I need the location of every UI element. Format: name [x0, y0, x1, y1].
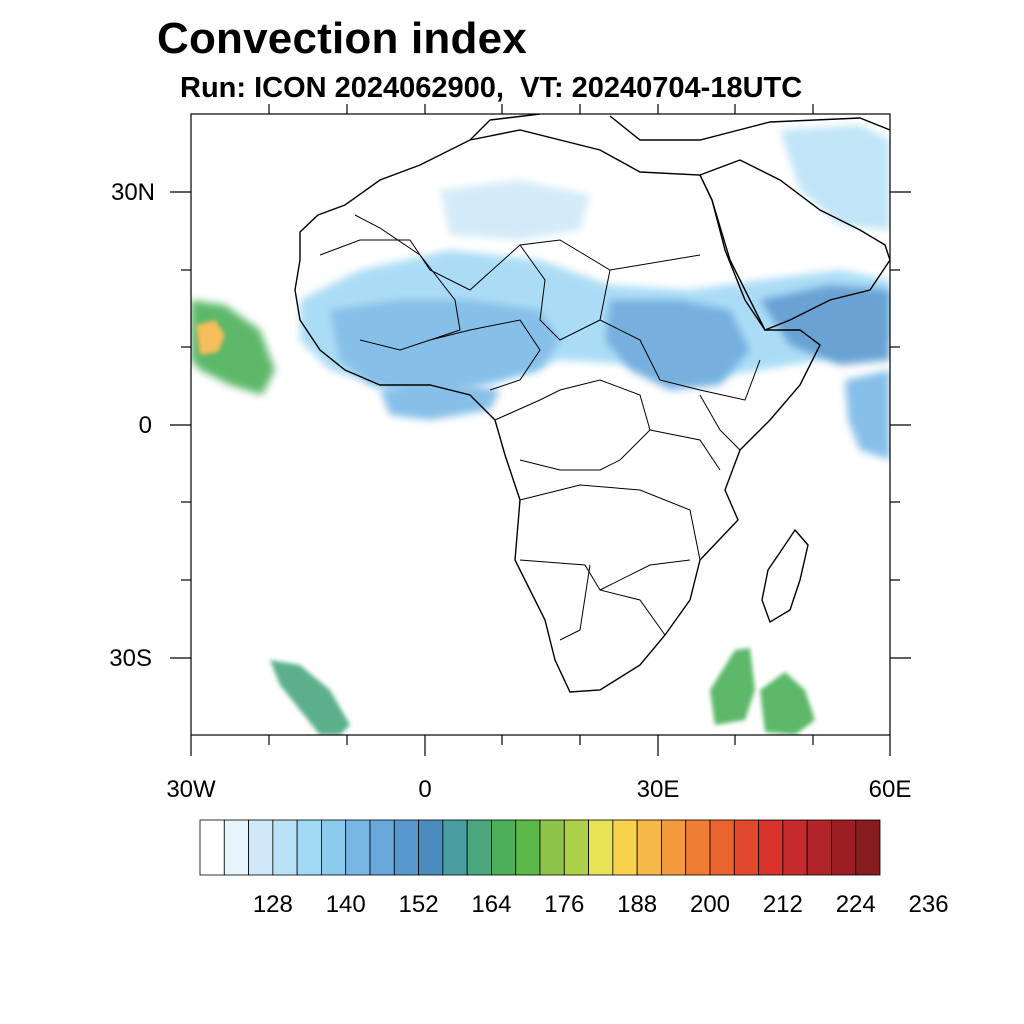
- colorbar-swatch: [223, 819, 249, 876]
- colorbar-tick-label: 140: [326, 891, 366, 918]
- colorbar-swatch: [466, 819, 492, 876]
- colorbar-swatch: [685, 819, 711, 876]
- colorbar-swatch: [661, 819, 687, 876]
- colorbar-tick-label: 128: [253, 891, 293, 918]
- colorbar-swatch: [806, 819, 832, 876]
- colorbar-swatch: [369, 819, 395, 876]
- region-west-africa: [330, 300, 560, 395]
- convection-field: [191, 125, 890, 735]
- country-borders: [319, 214, 761, 641]
- region-algeria: [440, 180, 590, 240]
- colorbar-tick-label: 164: [471, 891, 511, 918]
- colorbar-swatch: [588, 819, 614, 876]
- colorbar-tick-label: 200: [690, 891, 730, 918]
- region-indian-ocean-south-2: [760, 672, 815, 735]
- region-south-atlantic: [270, 660, 350, 735]
- colorbar-tick-label: 212: [763, 891, 803, 918]
- lat-label-0: 0: [139, 412, 152, 439]
- colorbar-tick-label: 236: [909, 891, 949, 918]
- lon-label-30e: 30E: [637, 776, 680, 803]
- region-atlantic-core: [196, 320, 225, 355]
- colorbar-swatch: [733, 819, 759, 876]
- colorbar-swatch: [321, 819, 347, 876]
- colorbar-swatch: [782, 819, 808, 876]
- lon-label-0: 0: [418, 776, 431, 803]
- colorbar-labels: 128 140 152 164 176 188 200 212 224 236: [253, 891, 949, 918]
- arabia-coastline: [699, 159, 890, 331]
- chart-subtitle: Run: ICON 2024062900, VT: 20240704-18UTC: [180, 72, 803, 104]
- colorbar-swatch: [612, 819, 638, 876]
- region-guinea-gulf: [380, 380, 500, 420]
- colorbar-tick-label: 188: [617, 891, 657, 918]
- madagascar-coastline: [761, 528, 809, 624]
- colorbar-swatch: [442, 819, 468, 876]
- colorbar-swatch: [831, 819, 857, 876]
- colorbar-swatch: [345, 819, 371, 876]
- colorbar-swatch: [563, 819, 589, 876]
- colorbar-swatch: [491, 819, 517, 876]
- chart-title: Convection index: [157, 14, 527, 63]
- colorbar-swatch: [539, 819, 565, 876]
- europe-coastline: [469, 114, 890, 141]
- lat-label-30s: 30S: [109, 645, 152, 672]
- colorbar-swatch: [199, 819, 225, 876]
- tick-marks: [170, 104, 911, 756]
- lon-label-60e: 60E: [869, 776, 912, 803]
- region-arabian-sea: [760, 285, 890, 365]
- region-east-equatorial-ocean: [845, 370, 890, 460]
- colorbar-swatch: [393, 819, 419, 876]
- colorbar-tick-label: 224: [836, 891, 876, 918]
- lon-label-30w: 30W: [166, 776, 216, 803]
- colorbar-swatch: [248, 819, 274, 876]
- colorbar-swatch: [709, 819, 735, 876]
- region-east-africa: [605, 300, 750, 390]
- colorbar-tick-label: 176: [544, 891, 584, 918]
- colorbar-swatch: [758, 819, 784, 876]
- colorbar-tick-label: 152: [399, 891, 439, 918]
- lat-label-30n: 30N: [111, 179, 155, 206]
- region-indian-ocean-south-1: [710, 648, 755, 725]
- colorbar-swatch: [272, 819, 298, 876]
- colorbar-swatch: [855, 819, 881, 876]
- region-levant: [780, 125, 890, 230]
- colorbar-swatch: [296, 819, 322, 876]
- coastlines: [294, 114, 890, 693]
- colorbar-swatch: [636, 819, 662, 876]
- colorbar-swatch: [418, 819, 444, 876]
- colorbar-swatch: [515, 819, 541, 876]
- colorbar: [199, 819, 881, 876]
